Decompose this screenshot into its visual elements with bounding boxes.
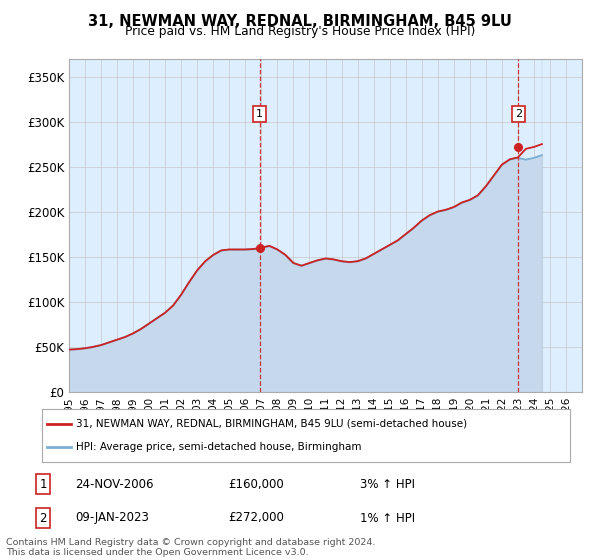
- Text: Price paid vs. HM Land Registry's House Price Index (HPI): Price paid vs. HM Land Registry's House …: [125, 25, 475, 38]
- Text: Contains HM Land Registry data © Crown copyright and database right 2024.
This d: Contains HM Land Registry data © Crown c…: [6, 538, 376, 557]
- Text: 09-JAN-2023: 09-JAN-2023: [75, 511, 149, 525]
- Text: 2: 2: [515, 109, 522, 119]
- Text: 1% ↑ HPI: 1% ↑ HPI: [360, 511, 415, 525]
- Text: 1: 1: [256, 109, 263, 119]
- Text: HPI: Average price, semi-detached house, Birmingham: HPI: Average price, semi-detached house,…: [76, 442, 362, 452]
- Text: £160,000: £160,000: [228, 478, 284, 491]
- Text: 2: 2: [40, 511, 47, 525]
- Text: 24-NOV-2006: 24-NOV-2006: [75, 478, 154, 491]
- Text: 31, NEWMAN WAY, REDNAL, BIRMINGHAM, B45 9LU (semi-detached house): 31, NEWMAN WAY, REDNAL, BIRMINGHAM, B45 …: [76, 419, 467, 429]
- Text: 1: 1: [40, 478, 47, 491]
- Text: £272,000: £272,000: [228, 511, 284, 525]
- Text: 31, NEWMAN WAY, REDNAL, BIRMINGHAM, B45 9LU: 31, NEWMAN WAY, REDNAL, BIRMINGHAM, B45 …: [88, 14, 512, 29]
- Text: 3% ↑ HPI: 3% ↑ HPI: [360, 478, 415, 491]
